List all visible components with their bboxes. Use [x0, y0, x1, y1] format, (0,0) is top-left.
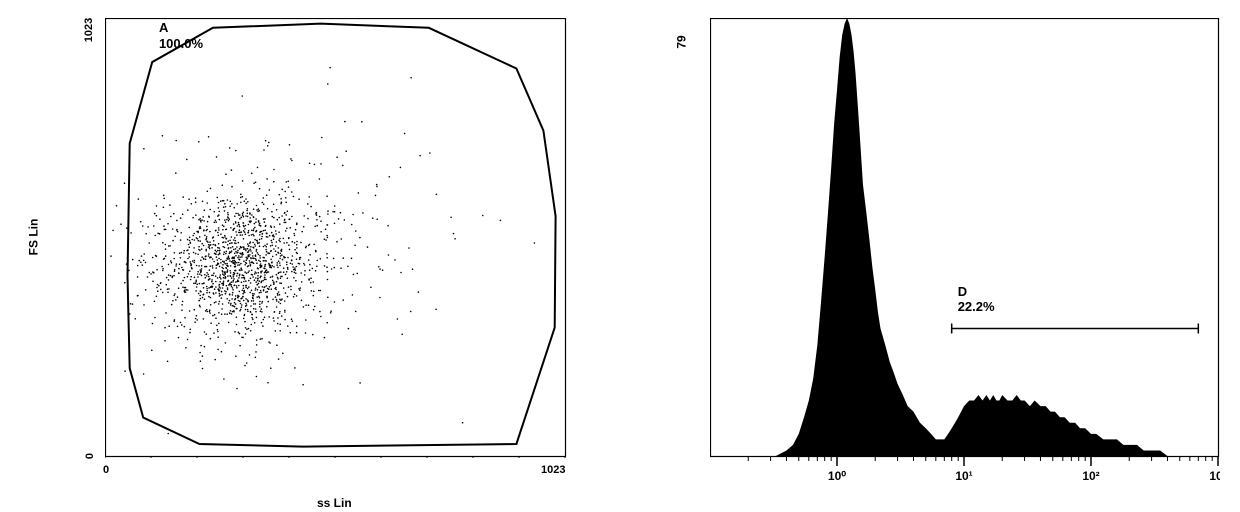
gate-percent: 100.0% — [159, 36, 203, 51]
gate-name: A — [159, 20, 168, 35]
scatter-ytick-max: 1023 — [83, 18, 95, 42]
histogram-plot: 10⁰ 10¹ 10² 10³ — [710, 18, 1220, 486]
histogram-panel: 79 10⁰ 10¹ 10² 10³ D 22.2% — [620, 0, 1240, 512]
histogram-marker-label: D 22.2% — [958, 284, 995, 315]
svg-text:10⁰: 10⁰ — [828, 469, 846, 483]
scatter-xtick-max: 1023 — [541, 464, 565, 476]
scatter-y-axis-label: FS Lin — [26, 219, 40, 256]
marker-percent: 22.2% — [958, 299, 995, 314]
scatter-x-axis-label: ss Lin — [317, 496, 352, 510]
scatter-gate-label: A 100.0% — [159, 20, 203, 51]
svg-text:10¹: 10¹ — [955, 469, 972, 483]
scatter-xtick-min: 0 — [103, 464, 109, 476]
scatter-panel: FS Lin 0 1023 0 1023 ss Lin A 100.0% — [0, 0, 620, 512]
scatter-plot — [105, 18, 567, 458]
scatter-ytick-min: 0 — [84, 453, 96, 459]
svg-text:10²: 10² — [1082, 469, 1099, 483]
svg-text:10³: 10³ — [1209, 469, 1220, 483]
histogram-y-axis-label: 79 — [675, 35, 689, 48]
marker-name: D — [958, 284, 967, 299]
figure-container: FS Lin 0 1023 0 1023 ss Lin A 100.0% 79 … — [0, 0, 1240, 512]
